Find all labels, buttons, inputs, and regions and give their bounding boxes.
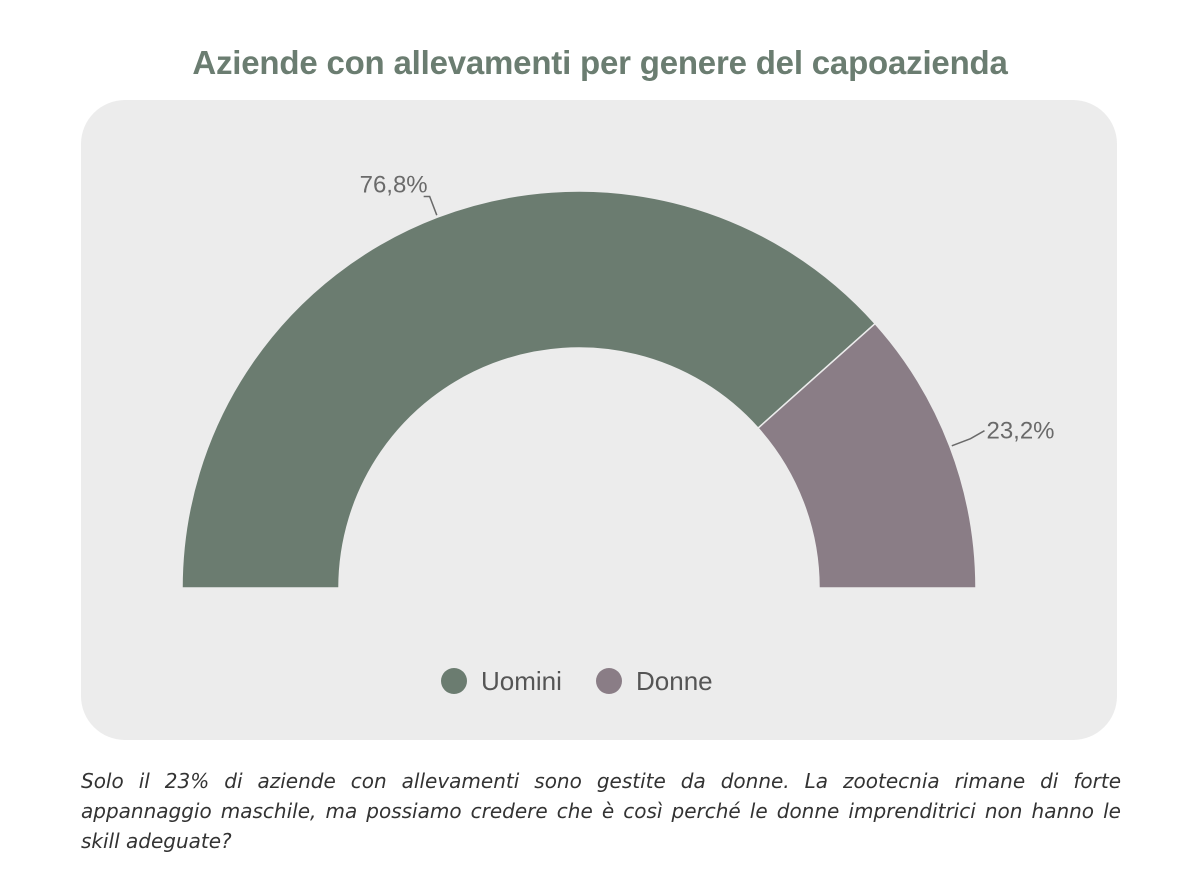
chart-legend: Uomini Donne [441, 666, 713, 696]
chart-title: Aziende con allevamenti per genere del c… [192, 44, 1008, 81]
leader-line-uomini [423, 195, 438, 216]
chart-caption: Solo il 23% di aziende con allevamenti s… [81, 769, 1121, 853]
value-label-uomini: 76,8% [360, 172, 428, 199]
value-label-donne: 23,2% [986, 418, 1054, 445]
slice-uomini [181, 190, 877, 589]
legend-swatch-uomini [441, 668, 467, 694]
leader-line-donne [951, 430, 985, 447]
chart-slices [181, 190, 977, 589]
legend-swatch-donne [596, 668, 622, 694]
legend-label-donne: Donne [636, 666, 713, 696]
slice-donne [756, 322, 977, 589]
chart-leader-lines [423, 195, 985, 447]
legend-label-uomini: Uomini [481, 666, 562, 696]
chart-value-labels: 76,8% 23,2% [360, 172, 1055, 445]
